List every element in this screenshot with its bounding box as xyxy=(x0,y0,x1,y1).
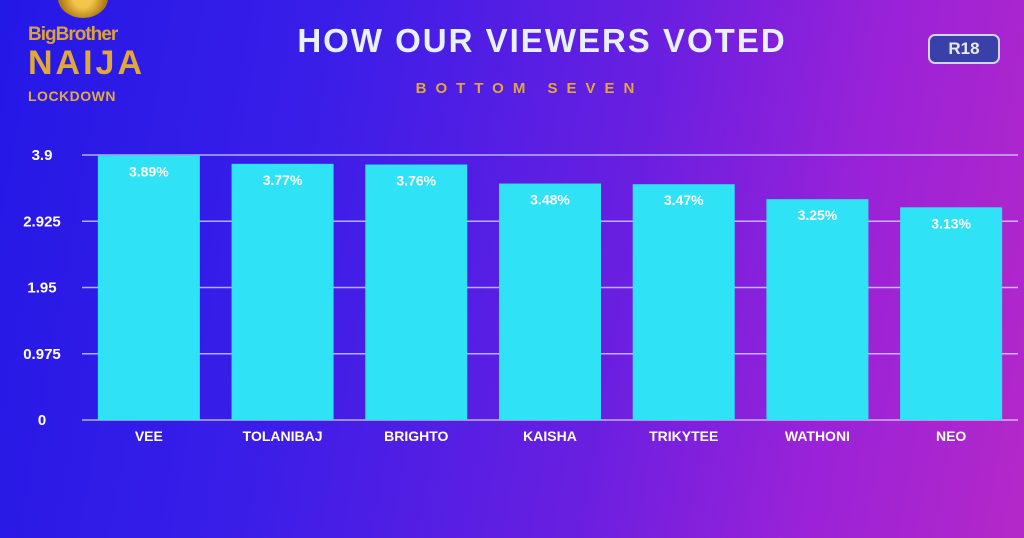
logo-line-2: NAIJA xyxy=(28,44,146,82)
bar-neo xyxy=(900,207,1003,420)
x-category-label: KAISHA xyxy=(523,428,577,444)
big-brother-naija-logo: BigBrother NAIJA LOCKDOWN xyxy=(28,0,143,108)
x-category-label: BRIGHTO xyxy=(384,428,448,444)
y-tick-label: 0.975 xyxy=(23,346,61,363)
data-label: 3.48% xyxy=(530,192,570,208)
data-label: 3.13% xyxy=(931,215,971,231)
bar-tolanibaj xyxy=(231,163,334,421)
chart-title: HOW OUR VIEWERS VOTED xyxy=(297,22,787,59)
logo-line-3: LOCKDOWN xyxy=(28,88,116,104)
x-category-label: VEE xyxy=(135,428,163,444)
y-tick-label: 3.9 xyxy=(32,147,53,164)
x-category-label: WATHONI xyxy=(785,428,850,444)
y-tick-label: 2.925 xyxy=(23,213,61,230)
logo-emblem-icon xyxy=(58,0,108,18)
x-category-label: NEO xyxy=(936,428,966,444)
bar-brighto xyxy=(365,164,468,420)
data-label: 3.89% xyxy=(129,164,169,180)
y-tick-label: 1.95 xyxy=(27,280,56,297)
x-category-label: TOLANIBAJ xyxy=(243,428,323,444)
data-label: 3.76% xyxy=(396,173,436,189)
bar-wathoni xyxy=(766,199,869,420)
x-category-label: TRIKYTEE xyxy=(649,428,718,444)
data-label: 3.47% xyxy=(664,192,704,208)
bar-trikytee xyxy=(632,184,735,420)
y-tick-label: 0 xyxy=(38,412,46,429)
chart-subtitle: BOTTOM SEVEN xyxy=(415,80,644,97)
data-label: 3.25% xyxy=(798,207,838,223)
bar-kaisha xyxy=(499,183,601,420)
rating-badge: R18 xyxy=(928,34,1000,64)
data-label: 3.77% xyxy=(263,172,303,188)
bar-vee xyxy=(97,155,200,420)
logo-line-1: BigBrother xyxy=(28,24,118,45)
